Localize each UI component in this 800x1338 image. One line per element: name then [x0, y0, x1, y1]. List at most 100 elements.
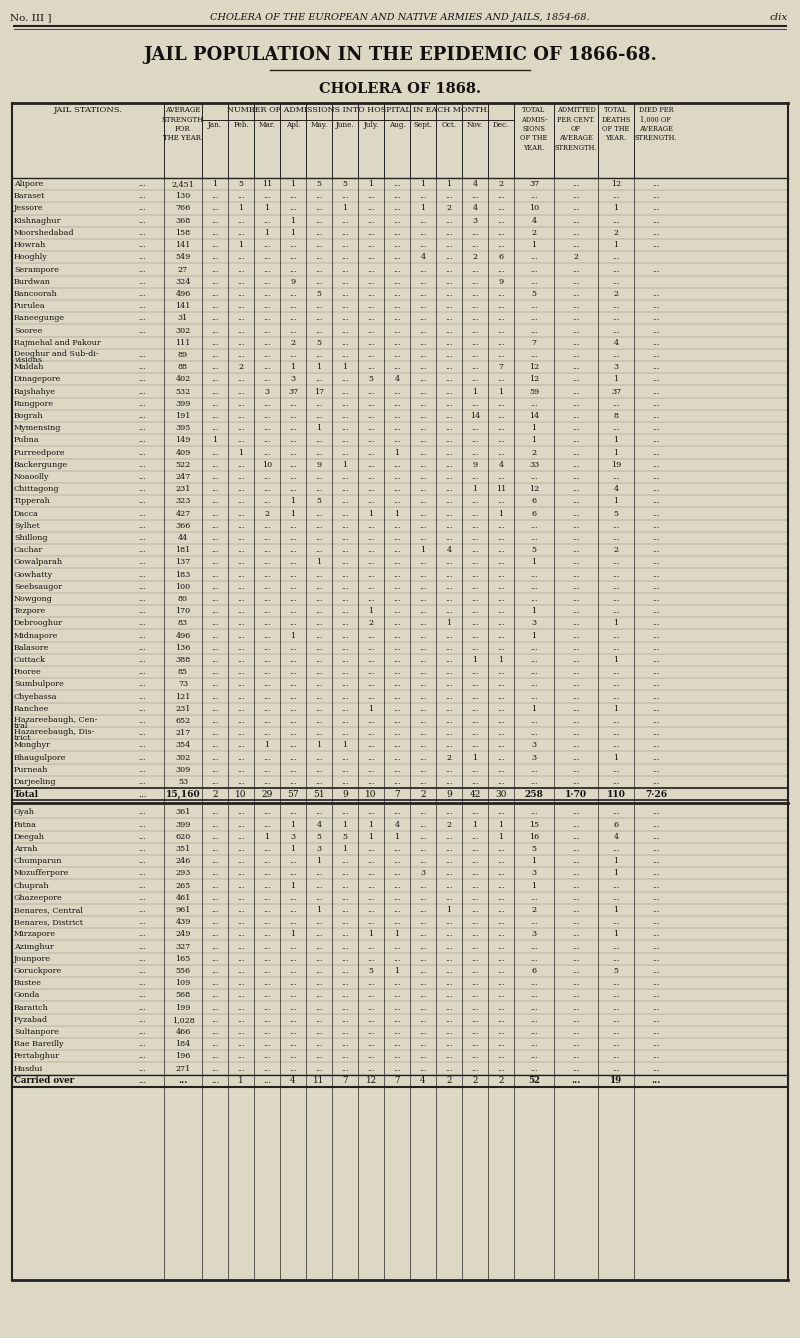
Text: JAIL POPULATION IN THE EPIDEMIC OF 1866-68.: JAIL POPULATION IN THE EPIDEMIC OF 1866-…: [143, 45, 657, 64]
Text: ...: ...: [652, 570, 660, 578]
Text: ...: ...: [612, 777, 620, 785]
Text: 399: 399: [175, 400, 190, 408]
Text: 9: 9: [446, 789, 452, 799]
Text: ...: ...: [263, 765, 270, 773]
Text: 9: 9: [290, 278, 295, 286]
Text: ...: ...: [419, 942, 426, 950]
Text: ...: ...: [138, 314, 146, 322]
Text: 12: 12: [529, 375, 539, 383]
Text: ...: ...: [238, 808, 245, 816]
Text: ...: ...: [471, 314, 478, 322]
Text: ...: ...: [367, 1040, 374, 1048]
Text: ...: ...: [572, 522, 580, 530]
Text: ...: ...: [238, 967, 245, 975]
Text: ...: ...: [138, 351, 146, 359]
Text: ...: ...: [138, 942, 146, 950]
Text: ...: ...: [612, 1028, 620, 1036]
Text: ...: ...: [612, 991, 620, 999]
Text: ...: ...: [572, 558, 580, 566]
Text: 231: 231: [175, 705, 190, 713]
Text: 3: 3: [317, 844, 322, 852]
Text: ...: ...: [315, 412, 322, 420]
Text: ...: ...: [530, 717, 538, 725]
Text: 1·70: 1·70: [565, 789, 587, 799]
Text: 57: 57: [287, 789, 299, 799]
Text: ...: ...: [446, 229, 453, 237]
Text: ...: ...: [571, 1076, 581, 1085]
Text: ...: ...: [498, 436, 505, 444]
Text: 10: 10: [235, 789, 246, 799]
Text: 1: 1: [369, 930, 374, 938]
Text: ...: ...: [342, 765, 349, 773]
Text: ...: ...: [419, 436, 426, 444]
Text: ...: ...: [211, 351, 218, 359]
Text: Rajmehal and Pakour: Rajmehal and Pakour: [14, 339, 101, 347]
Text: ...: ...: [446, 656, 453, 664]
Text: ...: ...: [446, 1052, 453, 1060]
Text: ...: ...: [498, 375, 505, 383]
Text: ...: ...: [315, 619, 322, 628]
Text: ...: ...: [498, 967, 505, 975]
Text: ...: ...: [652, 656, 660, 664]
Text: ...: ...: [263, 290, 270, 298]
Text: Ghazeepore: Ghazeepore: [14, 894, 62, 902]
Text: ...: ...: [530, 894, 538, 902]
Text: 5: 5: [342, 832, 347, 840]
Text: ...: ...: [652, 619, 660, 628]
Text: ...: ...: [238, 858, 245, 866]
Text: ...: ...: [138, 448, 146, 456]
Text: ...: ...: [367, 546, 374, 554]
Text: ...: ...: [498, 680, 505, 688]
Text: ...: ...: [138, 595, 146, 603]
Text: 302: 302: [175, 753, 190, 761]
Text: ...: ...: [394, 979, 401, 987]
Text: ...: ...: [572, 832, 580, 840]
Text: ...: ...: [211, 205, 218, 213]
Text: Apl.: Apl.: [286, 120, 300, 128]
Text: ...: ...: [211, 522, 218, 530]
Text: ...: ...: [446, 918, 453, 926]
Text: ...: ...: [652, 1028, 660, 1036]
Text: 15: 15: [529, 820, 539, 828]
Text: Sumbulpore: Sumbulpore: [14, 680, 64, 688]
Text: ...: ...: [446, 253, 453, 261]
Text: ...: ...: [572, 181, 580, 189]
Text: ...: ...: [446, 1004, 453, 1012]
Text: ...: ...: [138, 460, 146, 468]
Text: ...: ...: [419, 808, 426, 816]
Text: ...: ...: [367, 918, 374, 926]
Text: ...: ...: [652, 632, 660, 640]
Text: ...: ...: [290, 302, 297, 310]
Text: ...: ...: [419, 522, 426, 530]
Text: ...: ...: [290, 607, 297, 615]
Text: ...: ...: [652, 1016, 660, 1024]
Text: 1: 1: [290, 882, 295, 890]
Text: ...: ...: [342, 448, 349, 456]
Text: Arrah: Arrah: [14, 844, 38, 852]
Text: ...: ...: [290, 894, 297, 902]
Text: Benares, Central: Benares, Central: [14, 906, 83, 914]
Text: ...: ...: [394, 583, 401, 590]
Text: 9: 9: [498, 278, 503, 286]
Text: ...: ...: [290, 1004, 297, 1012]
Text: Gonda: Gonda: [14, 991, 40, 999]
Text: ...: ...: [138, 510, 146, 518]
Text: ...: ...: [530, 942, 538, 950]
Text: ...: ...: [315, 967, 322, 975]
Text: ...: ...: [394, 363, 401, 371]
Text: Ranchee: Ranchee: [14, 705, 50, 713]
Text: 30: 30: [495, 789, 506, 799]
Text: ...: ...: [290, 400, 297, 408]
Text: Bustee: Bustee: [14, 979, 42, 987]
Text: ...: ...: [612, 741, 620, 749]
Text: ...: ...: [290, 693, 297, 701]
Text: ...: ...: [471, 693, 478, 701]
Text: ...: ...: [498, 930, 505, 938]
Text: ...: ...: [342, 1016, 349, 1024]
Text: ...: ...: [290, 1052, 297, 1060]
Text: ...: ...: [498, 942, 505, 950]
Text: ...: ...: [211, 1040, 218, 1048]
Text: ...: ...: [530, 644, 538, 652]
Text: ...: ...: [419, 918, 426, 926]
Text: Goruckpore: Goruckpore: [14, 967, 62, 975]
